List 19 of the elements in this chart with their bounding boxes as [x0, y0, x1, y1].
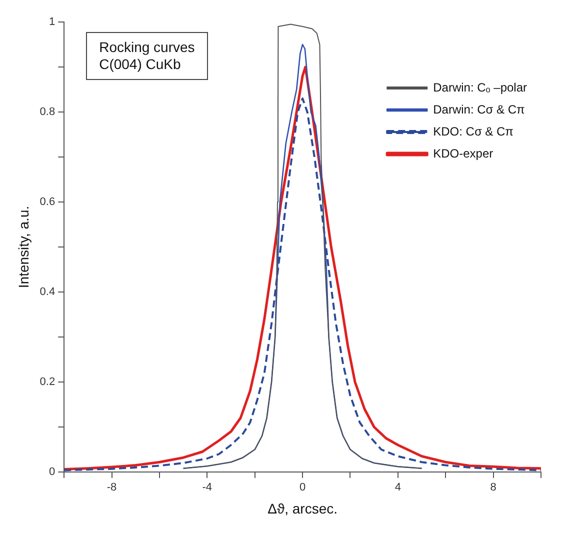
x-tick-label: 8: [490, 482, 496, 494]
x-tick-label: -8: [106, 482, 117, 494]
y-axis-title: Intensity, a.u.: [15, 206, 32, 288]
x-tick-label: 0: [299, 482, 306, 494]
y-tick-label: 0.4: [40, 286, 56, 298]
legend-label: Darwin: Cσ & Cπ: [433, 102, 525, 116]
y-tick-label: 0.6: [40, 196, 56, 208]
legend-label: KDO: Cσ & Cπ: [433, 124, 514, 138]
legend-label: KDO-exper: [433, 146, 494, 160]
y-tick-label: 0: [48, 466, 56, 478]
legend-label: Darwin: Cₒ –polar: [433, 80, 528, 94]
x-tick-label: 4: [394, 482, 401, 494]
x-axis-title: Δϑ, arcsec.: [268, 500, 338, 516]
y-tick-label: 1: [48, 16, 56, 28]
annotation: Rocking curves: [99, 39, 195, 56]
y-tick-label: 0.2: [40, 376, 56, 388]
y-tick-label: 0.8: [40, 106, 56, 118]
x-tick-label: -4: [202, 482, 212, 494]
annotation: C(004) CuKb: [99, 56, 182, 73]
